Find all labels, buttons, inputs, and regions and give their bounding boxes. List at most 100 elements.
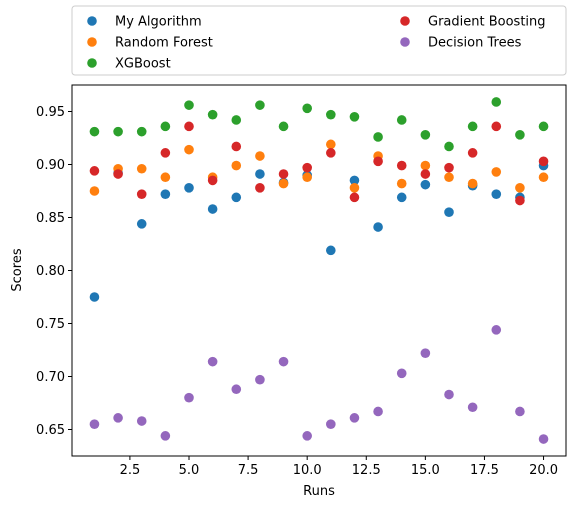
random-forest-point [255,151,265,161]
gradient-boosting-point [420,169,431,179]
xgboost-point [373,132,383,142]
x-tick-label: 2.5 [120,463,141,478]
y-tick-label: 0.70 [36,370,65,385]
random-forest-point [231,160,242,171]
my-algorithm-point [444,207,454,217]
gradient-boosting-point [373,156,383,167]
decision-trees-legend-marker [400,37,410,47]
random-forest-point [160,172,171,183]
gradient-boosting-point [302,162,312,173]
data-points [89,97,549,444]
my-algorithm-point [231,192,242,203]
random-forest-point [349,183,360,193]
decision-trees-point [278,356,289,367]
y-axis-title: Scores [10,248,25,291]
x-tick-label: 15.0 [411,463,440,478]
decision-trees-point [184,392,194,403]
random-forest-point [467,178,478,189]
x-tick-label: 17.5 [470,463,499,478]
random-forest-point [184,144,194,155]
gradient-boosting-point [396,160,407,171]
gradient-boosting-point [538,156,549,167]
y-tick-label: 0.95 [36,105,65,120]
random-forest-point [396,178,407,189]
xgboost-point [302,103,312,114]
decision-trees-point [373,406,383,417]
gradient-boosting-point [255,183,265,193]
xgboost-point [326,109,336,120]
decision-trees-point [326,419,336,430]
decision-trees-point [396,368,407,379]
my-algorithm-point [207,204,218,214]
gradient-boosting-point [89,166,100,176]
xgboost-point [160,121,171,132]
my-algorithm-legend-label: My Algorithm [115,15,202,30]
decision-trees-point [113,413,123,423]
random-forest-point [444,172,454,183]
gradient-boosting-legend-label: Gradient Boosting [428,15,546,30]
gradient-boosting-point [349,192,360,203]
xgboost-point [420,130,431,140]
xgboost-point [136,126,147,137]
gradient-boosting-point [160,148,171,158]
my-algorithm-point [420,179,431,190]
random-forest-point [278,178,289,189]
decision-trees-point [255,374,265,385]
gradient-boosting-point [326,148,336,158]
xgboost-point [255,100,265,110]
legend-frame [71,5,567,76]
xgboost-point [467,121,478,132]
gradient-boosting-point [444,162,454,173]
my-algorithm-point [136,219,147,229]
xgboost-point [89,126,100,137]
decision-trees-point [349,413,360,423]
decision-trees-point [467,402,478,413]
xgboost-point [444,141,454,152]
my-algorithm-point [349,175,360,186]
xgboost-legend-marker [87,58,97,68]
my-algorithm-point [396,192,407,203]
decision-trees-point [420,348,431,358]
gradient-boosting-point [231,141,242,152]
gradient-boosting-point [467,148,478,158]
random-forest-legend-marker [87,37,97,47]
gradient-boosting-point [113,169,123,179]
my-algorithm-point [255,169,265,179]
decision-trees-point [302,431,312,441]
my-algorithm-point [184,183,194,193]
my-algorithm-point [373,222,383,232]
x-tick-label: 10.0 [293,463,322,478]
x-axis: 2.5 5.0 7.5 10.0 12.5 15.0 17.5 20.0 [120,456,558,478]
xgboost-point [113,126,123,137]
random-forest-point [420,160,431,171]
my-algorithm-point [89,292,100,302]
gradient-boosting-point [491,121,502,132]
decision-trees-point [444,389,454,400]
gradient-boosting-point [515,195,525,206]
decision-trees-legend-label: Decision Trees [428,36,522,51]
random-forest-point [89,186,100,196]
decision-trees-point [538,434,549,444]
xgboost-point [396,115,407,125]
xgboost-point [515,130,525,140]
x-tick-label: 7.5 [238,463,259,478]
decision-trees-point [231,384,242,395]
gradient-boosting-point [278,169,289,179]
random-forest-point [538,172,549,183]
xgboost-point [349,112,360,122]
gradient-boosting-legend-marker [400,16,410,26]
random-forest-point [302,172,312,183]
my-algorithm-point [491,189,502,199]
gradient-boosting-point [184,121,194,132]
xgboost-point [231,115,242,125]
decision-trees-point [515,406,525,417]
decision-trees-point [89,419,100,430]
my-algorithm-legend-marker [87,16,97,26]
legend: My Algorithm Random Forest XGBoost Gradient… [71,5,567,76]
xgboost-point [278,121,289,132]
decision-trees-point [136,416,147,426]
random-forest-point [515,183,525,193]
random-forest-point [136,163,147,174]
xgboost-point [491,97,502,107]
